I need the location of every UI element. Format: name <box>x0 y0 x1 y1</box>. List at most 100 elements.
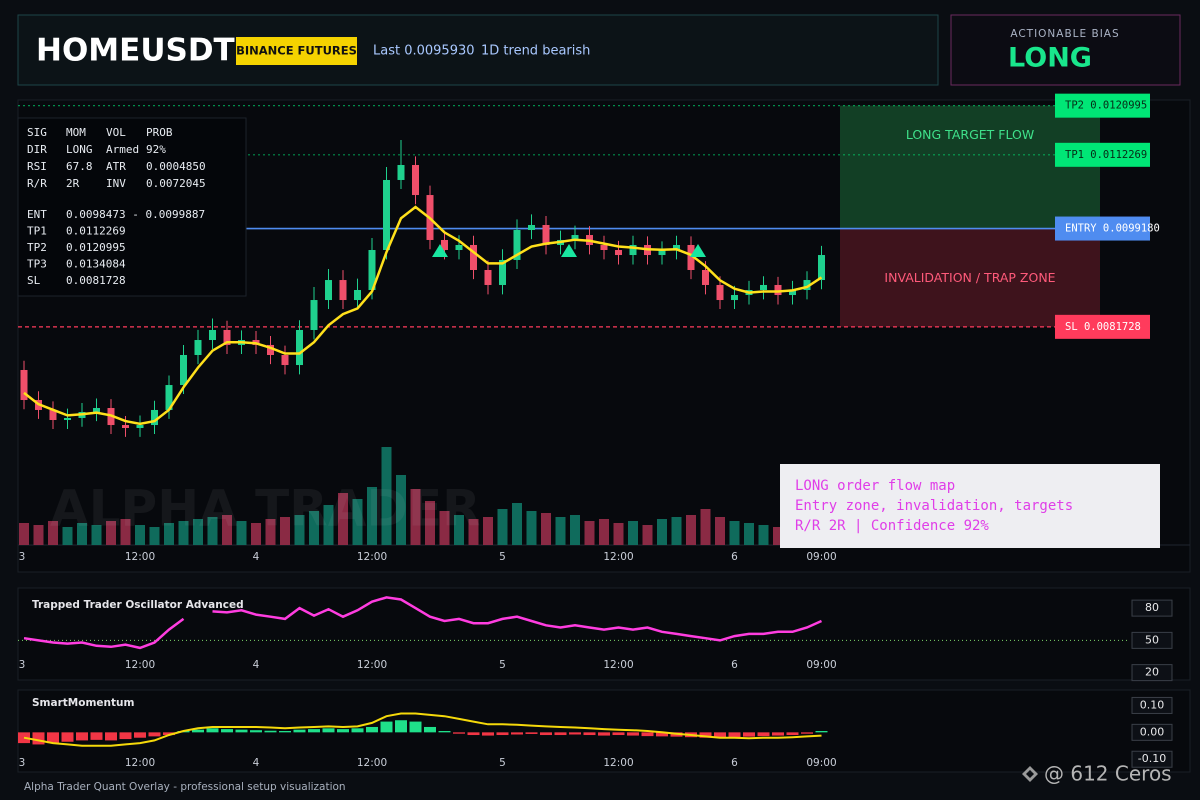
volume-bar <box>657 519 667 545</box>
volume-bar <box>497 509 508 545</box>
candle-body <box>774 284 782 296</box>
info-cell: 2R <box>66 177 80 190</box>
footer: Alpha Trader Quant Overlay - professiona… <box>24 781 346 793</box>
candle-body <box>470 244 477 271</box>
x-tick-label: 12:00 <box>125 659 155 671</box>
info-level: TP1 <box>27 225 47 238</box>
x-tick-label: 09:00 <box>806 659 836 671</box>
volume-bar <box>425 501 435 545</box>
candle-body <box>789 289 796 296</box>
info-cell: 67.8 <box>66 160 93 173</box>
info-level: 0.0134084 <box>66 258 126 271</box>
x-tick-label: 3 <box>19 551 26 563</box>
info-cell: SIG <box>27 126 47 139</box>
histogram-bar <box>395 720 407 733</box>
symbol: HOMEUSDT <box>36 33 235 69</box>
histogram-bar <box>757 732 770 737</box>
info-level: 0.0112269 <box>66 225 126 238</box>
candle-body <box>803 280 811 290</box>
histogram-bar <box>32 732 45 745</box>
y-tick-label: 0.10 <box>1140 698 1165 711</box>
histogram-bar <box>511 732 523 735</box>
histogram-bar <box>554 732 567 736</box>
x-tick-label: 3 <box>19 757 26 769</box>
volume-bar <box>773 527 783 545</box>
volume-bar <box>686 515 696 545</box>
histogram-bar <box>351 728 364 733</box>
level-tag <box>1055 314 1150 339</box>
candle-body <box>165 385 173 410</box>
histogram-bar <box>627 732 639 736</box>
x-tick-label: 4 <box>253 659 260 671</box>
info-cell: 92% <box>146 143 166 156</box>
histogram-bar <box>424 726 436 733</box>
candle-body <box>354 289 361 301</box>
volume-bar <box>584 521 595 545</box>
credit: @ 612 Ceros <box>1044 762 1172 786</box>
histogram-bar <box>467 732 480 736</box>
volume-bar <box>48 521 58 545</box>
y-tick-label: 80 <box>1145 601 1159 614</box>
momentum-line <box>23 712 822 747</box>
histogram-bar <box>656 732 668 737</box>
level-tag <box>1055 216 1150 241</box>
volume-bar <box>280 517 290 545</box>
level-tag-label: TP1 0.0112269 <box>1065 149 1147 161</box>
volume-bar <box>671 517 682 545</box>
histogram-bar <box>380 721 393 733</box>
info-level: 0.0120995 <box>66 241 126 254</box>
volume-bar <box>91 525 102 545</box>
candle-body <box>818 255 825 281</box>
volume-bar <box>729 521 740 545</box>
main-chart: LONG TARGET FLOW INVALIDATION / TRAP ZONE… <box>18 93 1160 563</box>
candle-body <box>20 369 28 401</box>
volume-bar <box>323 505 334 545</box>
histogram-bar <box>540 732 552 736</box>
histogram-bar <box>293 729 306 733</box>
x-tick-label: 4 <box>253 757 260 769</box>
candle-body <box>49 409 57 421</box>
x-tick-label: 6 <box>731 551 738 563</box>
volume-bar <box>338 493 348 545</box>
info-level: TP2 <box>27 241 47 254</box>
histogram-bar <box>453 732 465 734</box>
info-cell: INV <box>106 177 126 190</box>
volume-bar <box>309 511 319 545</box>
credit-logo <box>1022 766 1038 782</box>
y-tick-label: -0.10 <box>1138 752 1166 765</box>
histogram-bar <box>482 732 494 736</box>
candle-body <box>658 250 666 256</box>
histogram-bar <box>728 732 741 738</box>
volume-bar <box>207 517 218 545</box>
signal-marker <box>432 244 448 257</box>
volume-bar <box>744 523 754 545</box>
histogram-bar <box>743 732 755 737</box>
histogram-bar <box>337 729 349 733</box>
volume-bar <box>599 519 609 545</box>
volume-bar <box>468 519 479 545</box>
candle-body <box>513 230 521 260</box>
candle-body <box>368 250 376 290</box>
level-tag-label: SL 0.0081728 <box>1065 321 1141 333</box>
last-price: Last 0.0095930 <box>373 44 475 59</box>
volume-bar <box>164 523 174 545</box>
histogram-bar <box>90 732 103 740</box>
volume-bar <box>251 523 261 545</box>
x-tick-label: 12:00 <box>125 551 155 563</box>
zone-label: LONG TARGET FLOW <box>906 127 1034 142</box>
volume-bar <box>526 511 537 545</box>
candle-body <box>571 235 579 240</box>
level-tag <box>1055 142 1150 167</box>
level-tag-label: ENTRY 0.0099180 <box>1065 223 1160 235</box>
tick-box <box>1131 664 1173 682</box>
volume-bar <box>642 525 653 545</box>
zone <box>840 105 1100 229</box>
volume-bar <box>396 475 406 545</box>
panel-title: SmartMomentum <box>32 697 134 709</box>
x-tick-label: 12:00 <box>357 551 387 563</box>
candle-body <box>93 408 100 413</box>
zone <box>840 228 1100 327</box>
info-cell: DIR <box>27 143 47 156</box>
signal-marker <box>561 244 577 257</box>
